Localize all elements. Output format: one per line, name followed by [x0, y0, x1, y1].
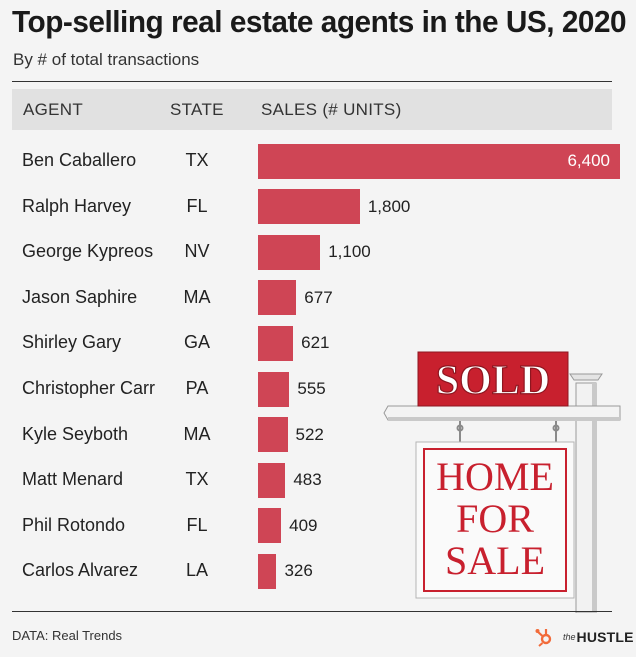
sales-bar	[258, 508, 282, 544]
sales-value-label: 409	[289, 515, 318, 535]
agent-state: FL	[186, 514, 208, 535]
sales-bar	[258, 462, 286, 498]
sales-value-label: 483	[293, 470, 322, 490]
agent-name: Phil Rotondo	[22, 514, 126, 535]
agent-state: TX	[185, 150, 209, 170]
sales-bar	[258, 371, 290, 407]
sign-chains	[456, 421, 560, 443]
agent-name: Carlos Alvarez	[22, 560, 139, 581]
sales-value-label: 522	[295, 424, 324, 444]
sales-value-label: 6,400	[567, 151, 610, 170]
agent-name: Ben Caballero	[22, 150, 137, 170]
sales-bar	[258, 189, 360, 225]
agent-name: Shirley Gary	[22, 332, 122, 353]
sales-bar	[258, 553, 277, 589]
sales-value-label: 1,100	[328, 242, 371, 262]
agent-state: MA	[183, 286, 211, 307]
agent-name: Christopher Carr	[22, 378, 156, 398]
agent-name: Kyle Seyboth	[22, 423, 129, 444]
hustle-logo: the HUSTLE	[535, 626, 634, 648]
agent-name: Ralph Harvey	[22, 195, 132, 216]
agent-state: GA	[183, 332, 211, 353]
data-source: DATA: Real Trends	[12, 628, 123, 643]
sold-text: SOLD	[436, 358, 550, 404]
sales-value-label: 555	[297, 379, 326, 398]
table-header: AGENT STATE SALES (# UNITS)	[12, 89, 612, 130]
agent-state: FL	[186, 195, 208, 216]
agent-state: PA	[185, 378, 209, 398]
sales-value-label: 621	[301, 333, 330, 353]
sales-bar	[258, 325, 294, 361]
agent-state: NV	[184, 241, 210, 262]
sales-value-label: 326	[284, 561, 313, 581]
top-rule	[12, 81, 612, 82]
sales-value-label: 677	[304, 287, 333, 307]
sold-rider: SOLD	[417, 351, 569, 407]
state-column-header: STATE	[170, 100, 224, 119]
agent-name: George Kypreos	[22, 241, 154, 262]
sales-bar	[258, 417, 288, 453]
brand-the: the	[563, 632, 576, 642]
page-title: Top-selling real estate agents in the US…	[12, 4, 627, 39]
sign-line-for: FOR	[456, 496, 534, 541]
sales-bar	[258, 143, 620, 179]
sales-value-label: 1,800	[367, 196, 411, 216]
agent-column-header: AGENT	[23, 100, 84, 119]
page-subtitle: By # of total transactions	[13, 50, 200, 69]
sign-line-sale: SALE	[445, 538, 545, 583]
agent-state: MA	[183, 423, 211, 444]
agent-state: LA	[185, 560, 209, 581]
agent-name: Jason Saphire	[22, 286, 138, 307]
agent-state: TX	[185, 469, 209, 490]
sales-column-header: SALES (# UNITS)	[261, 100, 402, 119]
brand-name: HUSTLE	[576, 629, 634, 645]
sign-line-home: HOME	[436, 454, 554, 499]
sales-bar	[258, 234, 321, 270]
sales-bar	[258, 280, 297, 316]
bottom-rule	[12, 611, 612, 612]
home-for-sale-panel: HOME FOR SALE	[415, 441, 575, 599]
sold-sign-illustration: SOLD HOME FOR SALE	[383, 351, 621, 613]
hubspot-icon	[535, 629, 552, 647]
agent-name: Matt Menard	[22, 469, 124, 490]
